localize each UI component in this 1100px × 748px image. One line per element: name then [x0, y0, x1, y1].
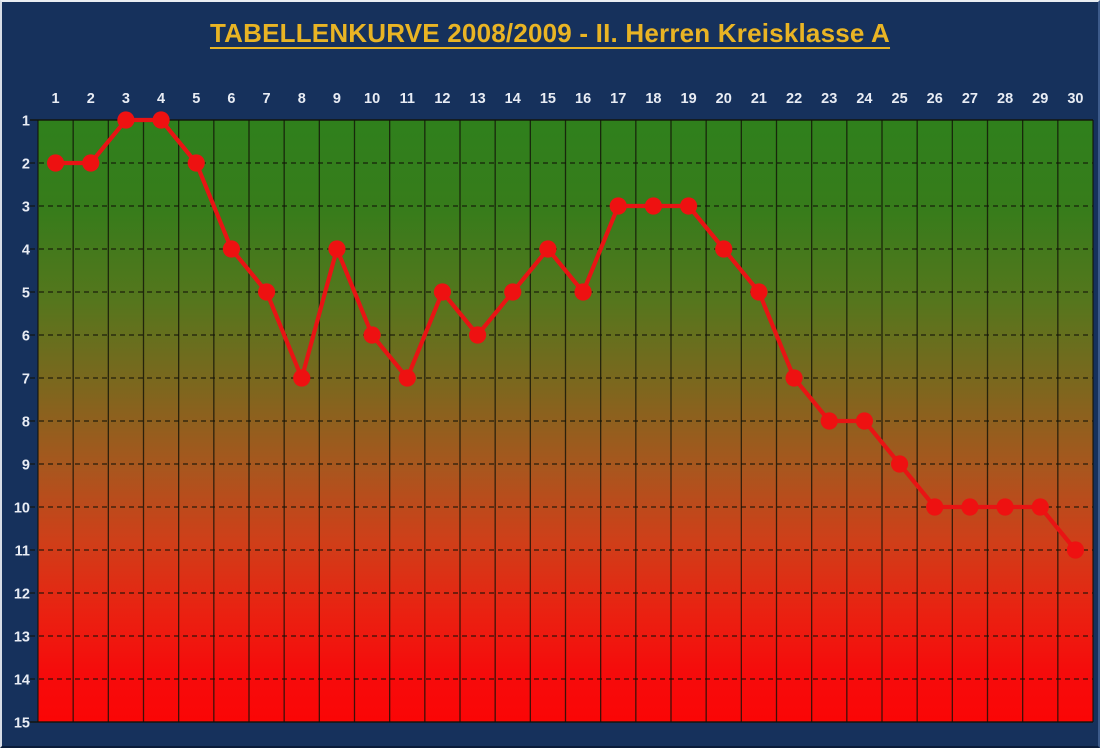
data-point-marker [855, 412, 874, 430]
x-tick-label: 2 [87, 91, 95, 107]
x-tick-label: 7 [263, 91, 271, 107]
x-tick-label: 26 [927, 91, 943, 107]
data-point-marker [820, 412, 838, 430]
data-point-marker [574, 283, 592, 301]
data-point-marker [328, 240, 346, 258]
x-tick-label: 28 [997, 91, 1013, 107]
x-tick-label: 22 [786, 91, 802, 107]
data-point-marker [257, 283, 276, 301]
data-point-marker [996, 498, 1014, 516]
data-point-marker [433, 283, 452, 301]
data-point-marker [926, 498, 944, 516]
data-point-marker [187, 154, 205, 172]
data-point-marker [890, 455, 909, 473]
x-tick-label: 23 [821, 91, 837, 107]
data-point-marker [644, 197, 663, 215]
x-tick-label: 11 [400, 91, 415, 107]
x-tick-label: 21 [751, 91, 767, 107]
x-tick-label: 5 [192, 91, 200, 107]
data-point-marker [82, 154, 100, 172]
y-tick-label: 9 [22, 458, 30, 474]
data-point-marker [468, 326, 487, 344]
x-tick-label: 30 [1067, 91, 1083, 107]
x-axis-labels: 1 2 3 4 5 6 7 8 9 10 11 12 13 14 15 16 17 18 19 20 21 22 23 24 2… [52, 91, 1084, 107]
data-point-marker [1031, 498, 1049, 516]
data-point-marker [293, 369, 311, 387]
x-tick-label: 4 [157, 91, 165, 107]
x-tick-label: 27 [962, 91, 978, 107]
y-tick-label: 12 [14, 587, 30, 603]
x-tick-label: 3 [122, 91, 130, 107]
x-tick-label: 6 [227, 91, 235, 107]
data-point-marker [363, 326, 381, 344]
x-tick-label: 14 [505, 91, 521, 107]
x-tick-label: 9 [333, 91, 341, 107]
y-tick-label: 15 [14, 716, 30, 732]
x-tick-label: 8 [298, 91, 306, 107]
x-tick-label: 15 [540, 91, 556, 107]
data-point-marker [750, 283, 768, 301]
horizontal-gridlines [30, 162, 1093, 680]
data-point-marker [679, 197, 698, 215]
x-tick-label: 20 [716, 91, 732, 107]
y-tick-label: 4 [22, 243, 30, 259]
data-point-marker [46, 154, 65, 172]
vertical-gridlines [37, 120, 1094, 722]
chart-title: TABELLENKURVE 2008/2009 - II. Herren Kre… [209, 18, 891, 48]
x-tick-label: 19 [681, 91, 697, 107]
plot-border [30, 119, 1093, 723]
y-tick-label: 5 [22, 286, 30, 302]
y-tick-label: 8 [22, 415, 30, 431]
data-point-marker [1066, 541, 1085, 559]
data-point-marker [785, 369, 803, 387]
y-tick-label: 6 [22, 329, 30, 345]
x-tick-label: 13 [470, 91, 486, 107]
x-tick-label: 17 [610, 91, 626, 107]
data-point-marker [222, 240, 241, 258]
x-tick-label: 29 [1032, 91, 1048, 107]
data-point-marker [961, 498, 979, 516]
x-tick-label: 12 [434, 91, 450, 107]
data-point-marker [609, 197, 627, 215]
y-tick-label: 13 [14, 630, 30, 646]
data-point-marker [152, 111, 170, 129]
x-tick-label: 18 [645, 91, 661, 107]
y-tick-label: 2 [22, 157, 30, 173]
data-point-marker [117, 111, 135, 129]
x-tick-label: 10 [364, 91, 380, 107]
data-point-marker [504, 283, 522, 301]
y-tick-label: 14 [14, 673, 30, 689]
x-tick-label: 24 [856, 91, 872, 107]
data-point-marker [539, 240, 557, 258]
y-tick-label: 3 [22, 200, 30, 216]
y-tick-label: 10 [14, 501, 30, 517]
x-tick-label: 1 [52, 91, 60, 107]
y-tick-label: 11 [15, 544, 30, 560]
data-point-marker [715, 240, 733, 258]
y-tick-label: 1 [22, 114, 30, 130]
x-tick-label: 25 [892, 91, 908, 107]
y-tick-label: 7 [22, 372, 30, 388]
position-curve-markers [46, 111, 1085, 559]
position-curve-line [53, 117, 1078, 553]
data-point-marker [398, 369, 416, 387]
x-tick-label: 16 [575, 91, 591, 107]
